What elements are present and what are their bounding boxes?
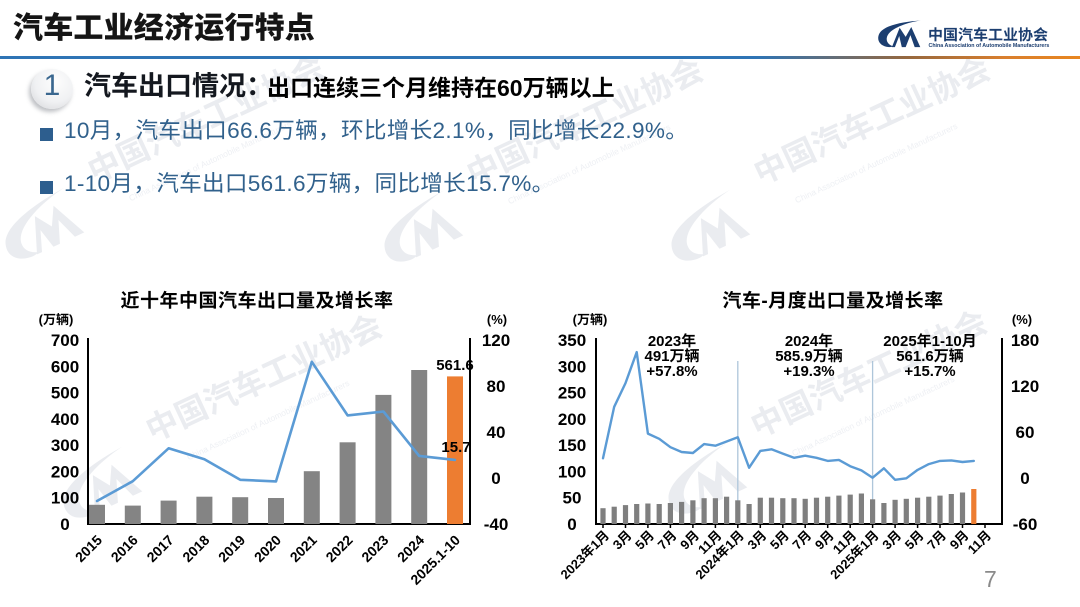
- svg-text:汽车-月度出口量及增长率: 汽车-月度出口量及增长率: [722, 290, 943, 312]
- svg-text:3月: 3月: [879, 528, 904, 553]
- svg-text:(万辆): (万辆): [39, 312, 74, 327]
- svg-text:5月: 5月: [767, 528, 792, 553]
- svg-text:300: 300: [558, 357, 586, 376]
- svg-text:561.6万辆: 561.6万辆: [896, 348, 964, 365]
- svg-text:600: 600: [51, 357, 79, 376]
- svg-text:100: 100: [51, 489, 79, 508]
- svg-text:3月: 3月: [745, 528, 770, 553]
- svg-text:40: 40: [487, 423, 506, 442]
- svg-text:200: 200: [51, 462, 79, 481]
- svg-text:2023: 2023: [358, 532, 391, 565]
- svg-text:China Association of Automobil: China Association of Automobile Manufact…: [929, 43, 1050, 49]
- svg-text:585.9万辆: 585.9万辆: [775, 348, 843, 365]
- svg-text:561.6: 561.6: [436, 357, 474, 374]
- svg-text:7月: 7月: [655, 528, 680, 553]
- svg-text:(%): (%): [1012, 312, 1032, 327]
- svg-text:120: 120: [482, 331, 510, 350]
- svg-text:2016: 2016: [108, 532, 141, 565]
- svg-text:-60: -60: [1013, 515, 1038, 534]
- svg-text:+57.8%: +57.8%: [646, 363, 697, 380]
- svg-text:100: 100: [558, 462, 586, 481]
- svg-text:2019: 2019: [215, 532, 248, 565]
- svg-text:2025年1-10月: 2025年1-10月: [883, 333, 976, 350]
- svg-text:250: 250: [558, 384, 586, 403]
- svg-text:500: 500: [51, 384, 79, 403]
- svg-text:0: 0: [1020, 469, 1029, 488]
- svg-text:350: 350: [558, 331, 586, 350]
- svg-text:5月: 5月: [902, 528, 927, 553]
- svg-text:(万辆): (万辆): [573, 312, 608, 327]
- svg-text:7月: 7月: [789, 528, 814, 553]
- svg-text:中国汽车工业协会: 中国汽车工业协会: [928, 24, 1048, 45]
- svg-text:2020: 2020: [251, 532, 284, 565]
- svg-text:近十年中国汽车出口量及增长率: 近十年中国汽车出口量及增长率: [120, 290, 393, 312]
- svg-text:400: 400: [51, 410, 79, 429]
- svg-text:80: 80: [487, 377, 506, 396]
- svg-text:0: 0: [491, 469, 500, 488]
- svg-text:-40: -40: [484, 515, 509, 534]
- svg-text:2017: 2017: [143, 532, 176, 565]
- svg-text:491万辆: 491万辆: [644, 348, 699, 365]
- svg-text:0: 0: [60, 515, 69, 534]
- svg-text:2022: 2022: [322, 532, 355, 565]
- svg-text:+15.7%: +15.7%: [904, 363, 955, 380]
- svg-text:2023年1月: 2023年1月: [558, 528, 613, 583]
- svg-text:700: 700: [51, 331, 79, 350]
- svg-text:180: 180: [1011, 331, 1039, 350]
- svg-text:11月: 11月: [965, 528, 995, 558]
- svg-text:0: 0: [567, 515, 576, 534]
- svg-text:120: 120: [1011, 377, 1039, 396]
- svg-text:50: 50: [563, 489, 582, 508]
- svg-text:7月: 7月: [924, 528, 949, 553]
- svg-text:2024年: 2024年: [785, 333, 833, 350]
- svg-text:5月: 5月: [632, 528, 657, 553]
- svg-text:60: 60: [1016, 423, 1035, 442]
- svg-text:15.7: 15.7: [441, 439, 470, 456]
- svg-text:300: 300: [51, 436, 79, 455]
- svg-text:2023年: 2023年: [648, 333, 696, 350]
- svg-text:+19.3%: +19.3%: [783, 363, 834, 380]
- svg-text:3月: 3月: [610, 528, 635, 553]
- svg-text:(%): (%): [487, 312, 507, 327]
- svg-text:2015: 2015: [72, 532, 105, 565]
- svg-text:2018: 2018: [179, 532, 212, 565]
- svg-text:2021: 2021: [287, 532, 320, 565]
- svg-text:150: 150: [558, 436, 586, 455]
- svg-text:200: 200: [558, 410, 586, 429]
